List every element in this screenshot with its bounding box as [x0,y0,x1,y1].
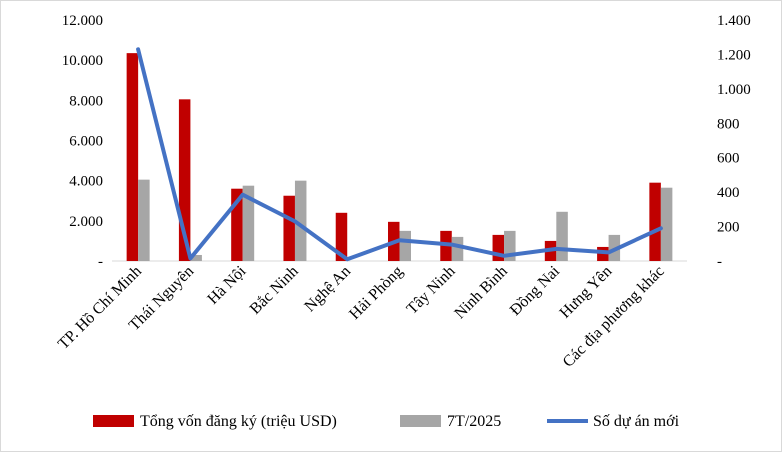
right-tick-label: 1.400 [717,13,751,29]
left-tick-label: 12.000 [62,13,103,29]
right-tick-label: 1.000 [717,82,751,98]
category-label: Ninh Bình [451,263,510,322]
bar-7t-2025 [556,211,568,261]
right-tick-label: 1.200 [717,47,751,63]
bar-marks [126,53,673,262]
category-label: Nghệ An [301,263,354,316]
right-tick-label: - [717,254,722,270]
right-tick-label: 400 [717,185,740,201]
category-label: TP. Hồ Chí Minh [55,263,145,353]
category-label: Hải Phòng [346,263,406,323]
bar-total-capital [231,188,243,261]
legend-label-7t: 7T/2025 [447,413,501,430]
bar-7t-2025 [451,236,464,261]
right-tick-label: 800 [717,116,740,132]
left-tick-label: 4.000 [69,174,103,190]
bar-7t-2025 [399,230,411,261]
bar-total-capital [126,53,139,262]
category-label: Bắc Ninh [247,263,302,318]
legend-label-total: Tổng vốn đăng ký (triệu USD) [140,413,337,430]
legend: Tổng vốn đăng ký (triệu USD) 7T/2025 Số dự… [93,413,680,430]
legend-swatch-total [93,415,134,427]
bar-7t-2025 [660,187,673,261]
left-tick-label: 8.000 [69,93,103,109]
bar-7t-2025 [242,185,255,261]
line-series [136,47,663,262]
right-tick-label: 600 [717,151,740,167]
right-axis-ticks: - 200 400 600 800 1.000 1.200 1.400 [717,13,751,270]
category-label: Hà Nội [204,262,249,307]
bar-7t-2025 [294,180,307,261]
bar-7t-2025 [190,254,202,261]
bar-total-capital [492,234,505,261]
legend-swatch-7t [400,415,441,427]
left-tick-label: - [98,254,103,270]
category-label: Đồng Nai [507,262,564,319]
left-tick-label: 10.000 [62,53,103,69]
bar-7t-2025 [504,230,516,261]
left-axis-ticks: - 2.000 4.000 6.000 8.000 10.000 12.000 [62,13,103,270]
legend-label-projects: Số dự án mới [593,413,680,430]
category-label: Các địa phương khác [560,263,668,371]
category-label: Tây Ninh [404,263,459,318]
left-tick-label: 6.000 [69,134,103,150]
bar-total-capital [335,212,348,261]
right-tick-label: 200 [717,220,740,236]
new-projects-line [136,47,663,262]
bar-7t-2025 [138,179,150,261]
bar-total-capital [649,182,661,261]
bar-total-capital [283,195,295,261]
bar-total-capital [178,99,191,262]
left-tick-label: 2.000 [69,214,103,230]
